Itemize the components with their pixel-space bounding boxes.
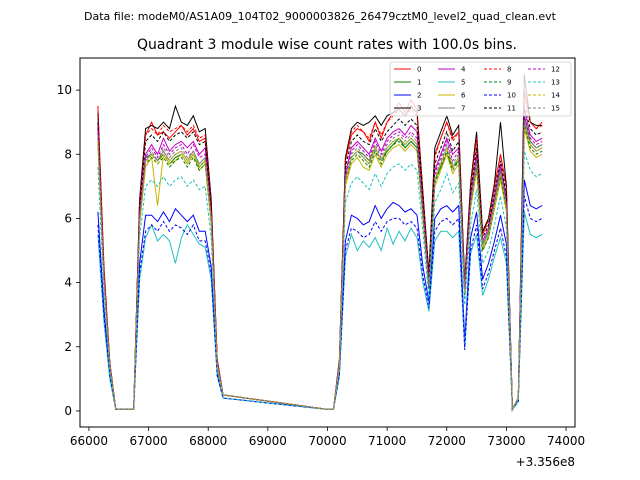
legend-label-6: 6: [461, 92, 466, 100]
y-axis: 0 2 4 6 8 10: [57, 83, 80, 418]
legend-label-8: 8: [507, 66, 511, 74]
x-tick-label: 74000: [547, 434, 585, 448]
series-line-11: [97, 105, 543, 412]
series-line-8: [97, 96, 543, 412]
series-line-2: [97, 179, 543, 411]
series-lines: [97, 73, 543, 412]
series-line-15: [97, 118, 543, 412]
legend-label-5: 5: [461, 79, 465, 87]
legend-label-9: 9: [507, 79, 511, 87]
series-line-0: [97, 90, 543, 412]
y-tick-label: 10: [57, 83, 72, 97]
x-tick-label: 68000: [189, 434, 227, 448]
x-tick-label: 73000: [487, 434, 525, 448]
legend-label-10: 10: [507, 92, 516, 100]
legend-label-11: 11: [507, 105, 516, 113]
legend-label-3: 3: [417, 105, 421, 113]
x-tick-label: 69000: [249, 434, 287, 448]
legend-label-0: 0: [417, 66, 421, 74]
y-tick-label: 6: [64, 211, 72, 225]
series-line-4: [97, 109, 543, 412]
series-line-14: [97, 125, 543, 412]
y-tick-label: 0: [64, 404, 72, 418]
y-tick-label: 2: [64, 340, 72, 354]
x-axis: 66000 67000 68000 69000 70000 71000 72000 73000…: [70, 427, 585, 448]
series-line-5: [97, 211, 543, 411]
plot-area: [80, 58, 575, 427]
suptitle: Data file: modeM0/AS1A09_104T02_90000038…: [84, 10, 557, 23]
legend-label-2: 2: [417, 92, 421, 100]
series-line-6: [97, 128, 543, 412]
legend-label-12: 12: [551, 66, 560, 74]
legend-label-13: 13: [551, 79, 560, 87]
legend-label-7: 7: [461, 105, 465, 113]
series-line-9: [97, 125, 543, 412]
x-tick-label: 66000: [70, 434, 108, 448]
series-line-3: [97, 73, 543, 412]
x-tick-label: 72000: [428, 434, 466, 448]
y-tick-label: 8: [64, 147, 72, 161]
x-tick-label: 67000: [129, 434, 167, 448]
legend-label-1: 1: [417, 79, 421, 87]
legend-label-4: 4: [461, 66, 466, 74]
x-offset-label: +3.356e8: [516, 455, 575, 469]
legend-frame: [389, 61, 572, 117]
legend-label-15: 15: [551, 105, 560, 113]
legend-label-14: 14: [551, 92, 560, 100]
series-line-13: [97, 150, 543, 411]
x-tick-label: 70000: [308, 434, 346, 448]
y-tick-label: 4: [64, 276, 72, 290]
chart-title: Quadrant 3 module wise count rates with …: [137, 37, 517, 53]
series-line-10: [97, 195, 543, 411]
x-tick-label: 71000: [368, 434, 406, 448]
